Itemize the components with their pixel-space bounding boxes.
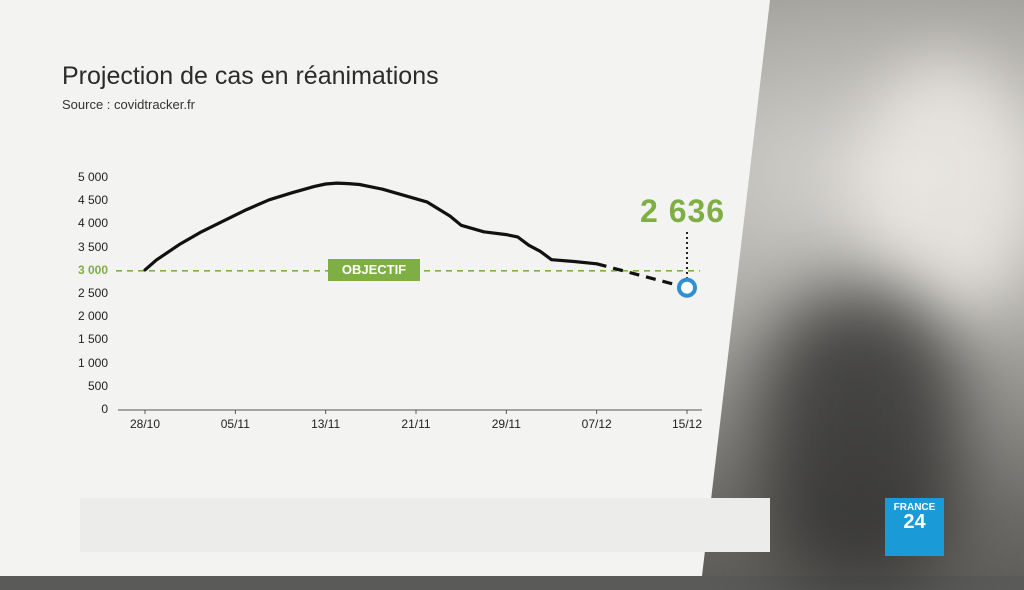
chart-svg bbox=[0, 0, 770, 576]
x-tick-label: 07/12 bbox=[581, 417, 612, 431]
chart-title: Projection de cas en réanimations bbox=[62, 62, 439, 90]
chart-panel: Projection de cas en réanimations Source… bbox=[0, 0, 944, 576]
x-tick-label: 28/10 bbox=[129, 417, 161, 431]
projection-point-marker bbox=[677, 277, 697, 298]
observed-series-line bbox=[143, 181, 599, 272]
y-tick-label: 2 500 bbox=[77, 286, 108, 300]
y-tick-label: 2 000 bbox=[77, 309, 108, 324]
projection-series-line bbox=[596, 262, 688, 290]
france24-logo: FRANCE 24 bbox=[885, 498, 944, 556]
panel-background bbox=[0, 0, 770, 576]
blurred-background-light bbox=[860, 60, 1024, 320]
y-tick-label: 4 500 bbox=[77, 193, 108, 208]
objectif-label: OBJECTIF bbox=[328, 259, 420, 281]
x-tick-label: 29/11 bbox=[491, 417, 521, 431]
y-tick-label: 0 bbox=[101, 402, 108, 416]
y-tick-label: 3 500 bbox=[77, 239, 108, 254]
y-tick-label: 500 bbox=[87, 378, 108, 393]
logo-line1: FRANCE bbox=[893, 502, 936, 513]
y-tick-label: 4 000 bbox=[77, 216, 108, 231]
y-tick-label: 1 000 bbox=[77, 355, 108, 370]
x-tick-label: 13/11 bbox=[311, 417, 341, 431]
caption-bar bbox=[80, 498, 770, 552]
y-tick-label: 3 000 bbox=[77, 262, 108, 277]
x-tick-label: 05/11 bbox=[220, 417, 250, 431]
projected-value-label: 2 636 bbox=[640, 193, 726, 229]
x-tick-label: 21/11 bbox=[401, 417, 431, 431]
chart-source: Source : covidtracker.fr bbox=[62, 97, 195, 112]
y-tick-label: 5 000 bbox=[77, 170, 108, 184]
y-tick-label: 1 500 bbox=[77, 332, 108, 347]
x-tick-label: 15/12 bbox=[671, 417, 703, 431]
logo-line2: 24 bbox=[903, 511, 926, 533]
